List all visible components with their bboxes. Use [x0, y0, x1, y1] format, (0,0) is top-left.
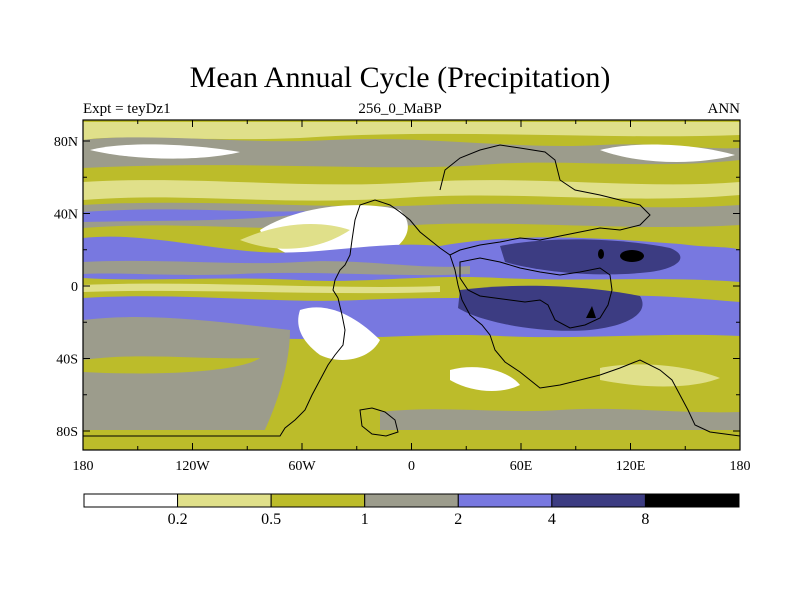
lat-label: 80N: [54, 135, 78, 150]
lon-label: 60E: [510, 459, 533, 474]
field-band-north-grey: [83, 137, 740, 168]
colorbar-level-label: 2: [454, 511, 462, 528]
field-white-patch-2: [600, 144, 735, 162]
lat-label: 0: [71, 280, 78, 295]
field-max-blob-3: [586, 306, 596, 318]
colorbar-level-label: 0.5: [261, 511, 281, 528]
lon-label: 120E: [616, 459, 646, 474]
field-band-midlat-blue: [83, 209, 330, 222]
colorbar-swatch: [457, 493, 553, 508]
field-band-north-light: [83, 122, 740, 140]
coastline-north: [332, 144, 651, 299]
colorbar-swatch: [177, 493, 272, 508]
coastline-south: [83, 297, 346, 437]
field-band-midlat-grey: [83, 202, 740, 229]
experiment-label: Expt = teyDz1: [83, 101, 171, 117]
latitude-labels: 80N 40N 0 40S 80S: [54, 135, 78, 440]
field-max-blob-2: [598, 249, 604, 259]
lon-label: 180: [730, 459, 751, 474]
field-white-patch-1: [90, 144, 240, 159]
season-label: ANN: [707, 101, 741, 117]
colorbar-level-label: 1: [361, 511, 369, 528]
field-max-blob-1: [620, 250, 644, 262]
coastline-east: [449, 254, 741, 437]
colorbar-level-label: 0.2: [168, 511, 188, 528]
coastlines: [83, 144, 741, 437]
colorbar-level-label: 4: [548, 511, 556, 528]
time-label: 256_0_MaBP: [358, 101, 442, 117]
field-south-white-1: [298, 307, 380, 360]
lat-label: 80S: [56, 425, 78, 440]
field-band-light-2: [83, 180, 740, 201]
lat-label: 40N: [54, 208, 78, 223]
field-desert-light: [240, 224, 350, 249]
plot-title: Mean Annual Cycle (Precipitation): [189, 61, 611, 94]
longitude-labels: 180 120W 60W 0 60E 120E 180: [73, 459, 751, 474]
lat-label: 40S: [56, 353, 78, 368]
colorbar-level-label: 8: [641, 511, 649, 528]
lon-label: 180: [73, 459, 94, 474]
lon-label: 60W: [288, 459, 316, 474]
colorbar-swatch: [644, 493, 740, 508]
field-south-pacific-grey: [83, 317, 290, 440]
field-south-white-2: [450, 367, 520, 392]
coastline-island: [359, 407, 399, 437]
colorbar-swatch: [364, 493, 459, 508]
field-band-tropics-grey: [83, 260, 470, 276]
field-equator-light: [83, 283, 440, 294]
lon-label: 0: [408, 459, 415, 474]
coastline-tethys: [459, 257, 613, 329]
colorbar: [83, 493, 740, 508]
colorbar-swatch: [83, 493, 179, 508]
field-polar-olive: [83, 430, 740, 450]
colorbar-swatch: [270, 493, 366, 508]
colorbar-swatch: [551, 493, 646, 508]
axis-ticks: [82, 120, 741, 450]
lon-label: 120W: [175, 459, 210, 474]
colorbar-labels: 0.2 0.5 1 2 4 8: [168, 511, 650, 528]
precip-field: [83, 120, 740, 450]
field-south-band-olive: [83, 356, 260, 374]
field-monsoon-dark: [500, 239, 681, 275]
field-south-light-3: [600, 364, 720, 387]
